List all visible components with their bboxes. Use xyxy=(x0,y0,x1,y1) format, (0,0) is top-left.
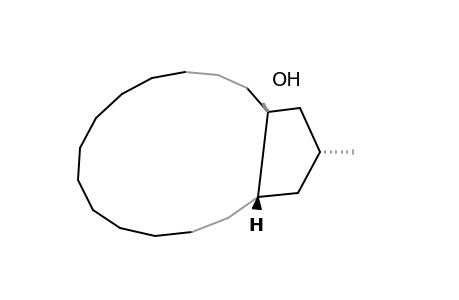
Polygon shape xyxy=(252,197,261,209)
Text: OH: OH xyxy=(271,71,301,90)
Text: H: H xyxy=(248,217,263,235)
